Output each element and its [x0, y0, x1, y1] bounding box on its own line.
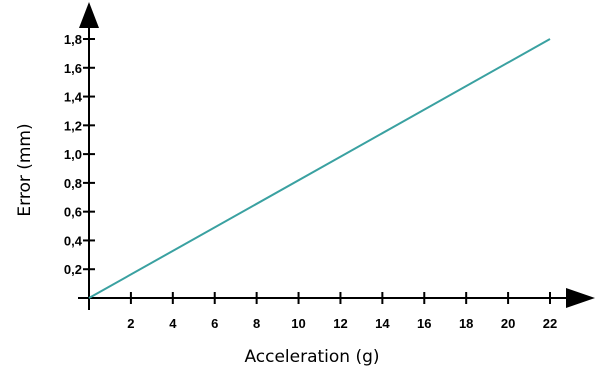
- y-tick-label: 1,6: [64, 61, 82, 76]
- y-tick-label: 1,0: [64, 147, 82, 162]
- y-tick-label: 1,8: [64, 32, 82, 47]
- y-tick-label: 0,6: [64, 205, 82, 220]
- x-tick-label: 10: [291, 316, 305, 331]
- x-tick-label: 16: [417, 316, 431, 331]
- x-tick-label: 4: [169, 316, 177, 331]
- x-tick-label: 8: [253, 316, 260, 331]
- y-tick-label: 1,2: [64, 118, 82, 133]
- x-tick-label: 6: [211, 316, 218, 331]
- series-line: [88, 38, 551, 299]
- y-tick-label: 0,4: [64, 233, 83, 248]
- y-tick-label: 1,4: [64, 90, 83, 105]
- y-ticks: 0,2 0,4 0,6 0,8 1,0 1,2 1,4 1,6 1,8: [64, 32, 95, 277]
- x-tick-label: 12: [333, 316, 347, 331]
- x-tick-label: 2: [127, 316, 134, 331]
- y-tick-label: 0,2: [64, 262, 82, 277]
- x-tick-label: 20: [501, 316, 515, 331]
- x-tick-label: 18: [459, 316, 473, 331]
- x-tick-label: 22: [543, 316, 557, 331]
- y-tick-label: 0,8: [64, 176, 82, 191]
- series-group: [88, 38, 551, 299]
- y-axis-title: Error (mm): [15, 123, 35, 216]
- x-axis-arrow: [566, 288, 595, 308]
- x-tick-label: 14: [375, 316, 390, 331]
- axes: [78, 2, 595, 310]
- x-ticks: 2 4 6 8 10 12 14 16 18 20 22: [127, 292, 557, 331]
- x-axis-title: Acceleration (g): [244, 347, 379, 367]
- y-axis-arrow: [79, 2, 99, 28]
